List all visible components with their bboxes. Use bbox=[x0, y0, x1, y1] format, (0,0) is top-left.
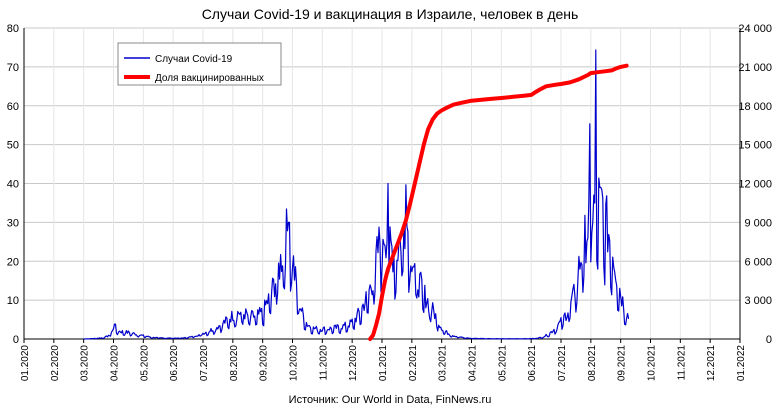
legend-label-cases: Случаи Covid-19 bbox=[155, 54, 233, 65]
left-tick-label: 70 bbox=[7, 62, 19, 74]
x-tick-label: 04.2021 bbox=[468, 345, 479, 382]
left-tick-label: 60 bbox=[7, 101, 19, 113]
x-tick-label: 07.2020 bbox=[199, 345, 210, 382]
x-axis: 01.2020 02.2020 03.2020 04.2020 05.2020 06.20… bbox=[20, 338, 747, 382]
left-tick-label: 80 bbox=[7, 23, 19, 35]
x-tick-label: 01.2020 bbox=[20, 345, 31, 382]
right-tick-label: 3 000 bbox=[744, 295, 772, 307]
right-tick-label: 24 000 bbox=[738, 23, 772, 35]
x-tick-label: 11.2021 bbox=[676, 345, 687, 381]
right-tick-label: 12 000 bbox=[738, 179, 772, 191]
x-tick-label: 07.2021 bbox=[557, 345, 568, 382]
x-tick-label: 12.2020 bbox=[348, 345, 359, 382]
left-tick-label: 0 bbox=[13, 334, 19, 346]
x-tick-label: 08.2021 bbox=[587, 345, 598, 382]
x-tick-label: 12.2021 bbox=[706, 345, 717, 382]
x-tick-label: 11.2020 bbox=[318, 345, 329, 381]
series-line-cases bbox=[83, 49, 630, 340]
right-axis: 0 3 000 6 000 9 000 12 000 15 000 18 000 21 000… bbox=[738, 23, 772, 346]
right-tick-label: 15 000 bbox=[738, 140, 772, 152]
left-tick-label: 40 bbox=[7, 179, 19, 191]
x-tick-label: 03.2020 bbox=[80, 345, 91, 382]
x-tick-label: 05.2020 bbox=[139, 345, 150, 382]
right-tick-label: 9 000 bbox=[744, 217, 772, 229]
x-tick-label: 05.2021 bbox=[497, 345, 508, 382]
x-tick-label: 09.2020 bbox=[259, 345, 270, 382]
x-tick-label: 04.2020 bbox=[110, 345, 121, 382]
right-tick-label: 6 000 bbox=[744, 256, 772, 268]
right-tick-label: 21 000 bbox=[738, 62, 772, 74]
plot-area bbox=[83, 49, 630, 341]
x-tick-label: 08.2020 bbox=[229, 345, 240, 382]
right-tick-label: 18 000 bbox=[738, 101, 772, 113]
right-tick-label: 0 bbox=[766, 334, 772, 346]
legend: Случаи Covid-19 Доля вакцинированных bbox=[117, 42, 282, 86]
x-tick-label: 01.2021 bbox=[378, 345, 389, 382]
left-axis: 0 10 20 30 40 50 60 70 80 bbox=[7, 23, 25, 346]
x-tick-label: 10.2021 bbox=[647, 345, 658, 382]
left-tick-label: 20 bbox=[7, 256, 19, 268]
x-tick-label: 06.2021 bbox=[527, 345, 538, 382]
legend-label-vaccinated: Доля вакцинированных bbox=[155, 73, 264, 84]
left-tick-label: 10 bbox=[7, 295, 19, 307]
source-caption: Источник: Our World in Data, FinNews.ru bbox=[289, 394, 492, 406]
x-tick-label: 02.2020 bbox=[50, 345, 61, 382]
left-tick-label: 30 bbox=[7, 217, 19, 229]
x-tick-label: 06.2020 bbox=[169, 345, 180, 382]
left-tick-label: 50 bbox=[7, 140, 19, 152]
x-tick-label: 01.2022 bbox=[736, 345, 747, 382]
x-tick-label: 03.2021 bbox=[438, 345, 449, 382]
x-tick-label: 09.2021 bbox=[617, 345, 628, 382]
series-line-vaccinated bbox=[368, 63, 629, 341]
chart-title: Случаи Covid-19 и вакцинация в Израиле, … bbox=[202, 6, 579, 22]
x-tick-label: 02.2021 bbox=[408, 345, 419, 382]
x-tick-label: 10.2020 bbox=[289, 345, 300, 382]
